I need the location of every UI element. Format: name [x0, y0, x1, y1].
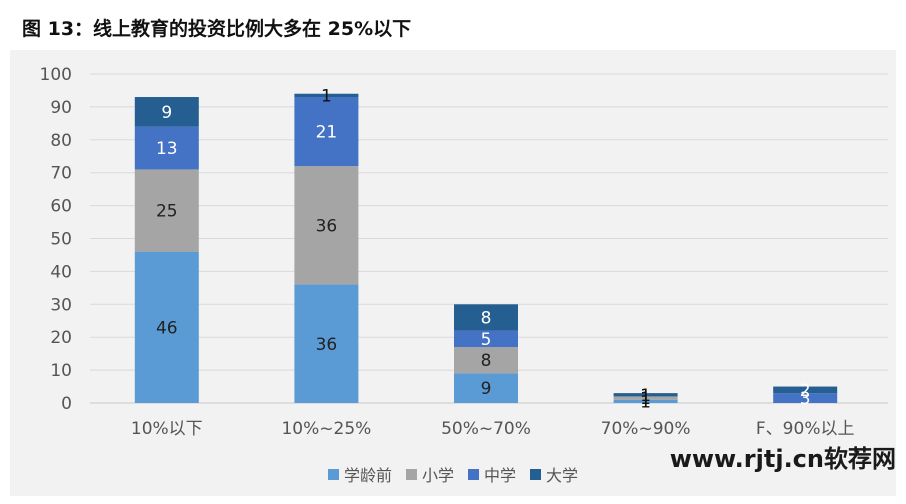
bar-segment: [294, 284, 359, 403]
data-label: 1: [640, 389, 651, 409]
watermark: www.rjtj.cn软荐网: [669, 445, 896, 473]
y-tick-label: 60: [50, 197, 72, 217]
data-label: 9: [481, 379, 492, 399]
bar-segment: [613, 393, 678, 397]
bar-segment: [294, 166, 359, 285]
data-label: 25: [156, 202, 178, 222]
data-label: 8: [481, 308, 492, 328]
bar-segment: [134, 251, 199, 403]
data-label: 5: [481, 330, 492, 350]
x-tick-label: 50%~70%: [441, 419, 531, 439]
legend-item: 学龄前: [327, 462, 392, 486]
y-tick-label: 100: [40, 65, 72, 85]
legend-item: 小学: [405, 462, 454, 486]
bar-segment: [294, 97, 359, 167]
data-label: 8: [481, 351, 492, 371]
bar-segment: [773, 393, 838, 403]
bar-segment: [613, 399, 678, 403]
y-tick-label: 30: [50, 295, 72, 315]
data-label: 1: [640, 386, 651, 406]
data-label: 1: [640, 392, 651, 412]
bar-segment: [613, 396, 678, 400]
bar-segment: [134, 97, 199, 127]
legend-label: 中学: [484, 466, 517, 485]
legend-swatch: [530, 468, 542, 480]
legend-swatch: [468, 468, 479, 480]
y-tick-label: 70: [50, 164, 72, 184]
legend-item: 中学: [468, 462, 516, 486]
data-label: 46: [156, 318, 178, 338]
y-axis-ticks: 0 10 20 30 40 50 60 70 80 90 100: [40, 65, 72, 414]
bar-segment: [454, 304, 518, 331]
y-tick-label: 0: [61, 394, 72, 414]
bar-segment: [134, 169, 199, 252]
bar-segment: [773, 386, 838, 394]
bar-segment: [454, 373, 518, 403]
legend-label: 大学: [546, 466, 579, 485]
bar-segment: [134, 126, 199, 170]
legend-label: 小学: [421, 466, 454, 485]
bar-segment: [454, 330, 518, 348]
x-tick-label: 10%~25%: [281, 419, 371, 439]
data-label: 3: [800, 389, 811, 409]
x-tick-label: 10%以下: [131, 419, 203, 439]
data-label: 2: [800, 381, 811, 401]
x-axis-ticks: 10%以下 10%~25% 50%~70% 70%~90% F、90%以上: [131, 419, 855, 439]
data-label: 36: [316, 216, 338, 236]
y-tick-label: 80: [50, 131, 72, 151]
x-tick-label: F、90%以上: [756, 419, 855, 439]
y-tick-label: 50: [50, 230, 72, 250]
chart-title: 图 13：线上教育的投资比例大多在 25%以下: [22, 18, 412, 40]
legend-swatch: [405, 468, 417, 480]
legend-item: 大学: [530, 462, 578, 486]
data-label: 1: [321, 86, 332, 106]
y-tick-label: 90: [50, 98, 72, 118]
data-label: 9: [161, 103, 172, 123]
y-tick-label: 20: [50, 328, 72, 348]
data-label: 36: [316, 335, 338, 355]
y-tick-label: 10: [50, 361, 72, 381]
legend-label: 学龄前: [343, 466, 392, 485]
bar-segment: [454, 347, 518, 374]
data-label: 21: [316, 123, 338, 143]
bar-segment: [294, 93, 359, 98]
data-label: 13: [156, 139, 178, 159]
bars: [134, 93, 838, 403]
y-tick-label: 40: [50, 262, 72, 282]
legend: 学龄前 小学 中学 大学: [0, 462, 906, 486]
x-tick-label: 70%~90%: [601, 419, 691, 439]
legend-swatch: [327, 468, 339, 480]
